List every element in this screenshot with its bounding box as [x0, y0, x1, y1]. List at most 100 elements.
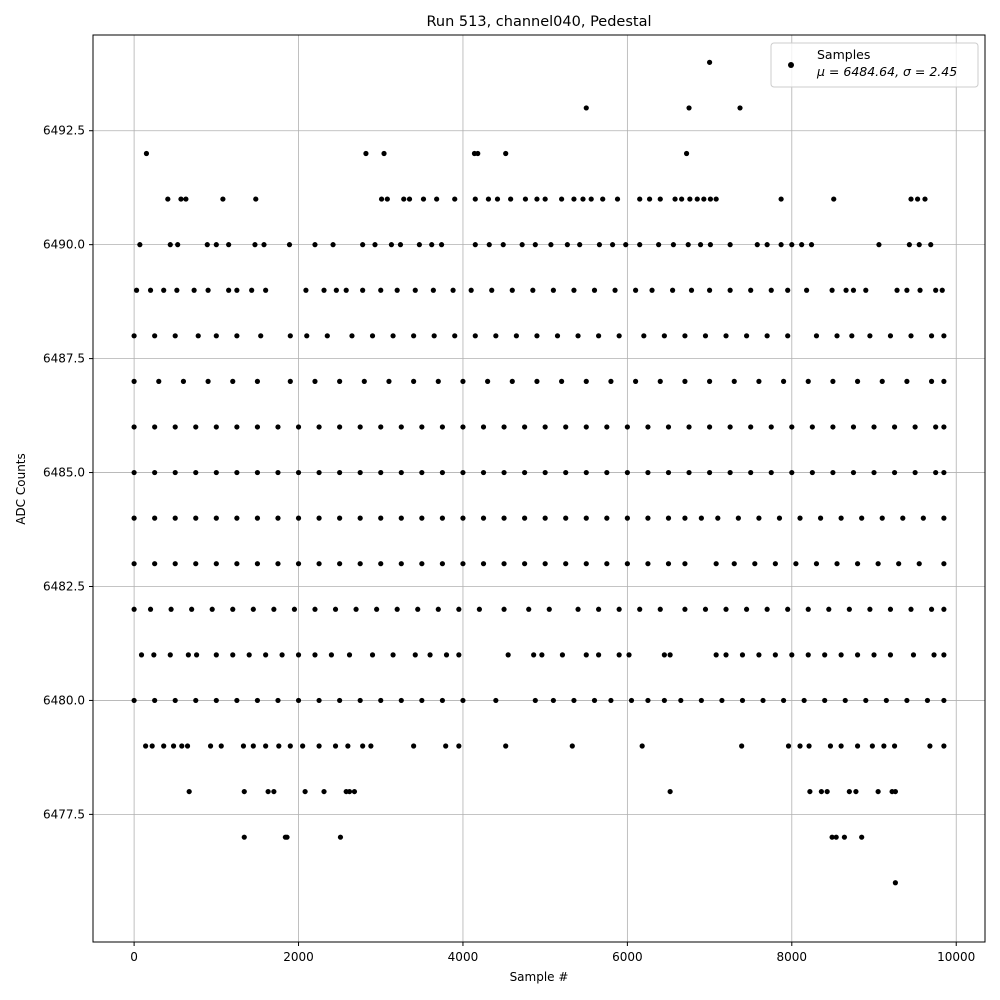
data-point [213, 242, 219, 248]
data-point [357, 469, 363, 476]
data-point [480, 515, 487, 521]
data-point [727, 242, 733, 248]
data-point [138, 652, 145, 658]
data-point [509, 287, 515, 293]
x-tick-label: 0 [130, 950, 138, 964]
data-point [460, 561, 466, 567]
data-point [542, 469, 548, 476]
data-point [813, 333, 820, 339]
data-point [427, 652, 433, 658]
data-point [184, 743, 191, 749]
data-point [152, 515, 158, 521]
data-point [522, 469, 528, 476]
data-point [271, 788, 277, 795]
data-point [419, 424, 425, 430]
data-point [665, 469, 672, 476]
data-point [508, 196, 514, 202]
data-point [394, 287, 400, 293]
data-point [706, 59, 713, 65]
data-point [275, 469, 281, 476]
data-point [398, 697, 404, 704]
data-point [941, 652, 947, 658]
data-point [727, 287, 733, 293]
data-point [430, 287, 436, 293]
data-point [727, 424, 733, 430]
data-point [419, 515, 425, 521]
data-point [583, 378, 589, 384]
data-point [838, 515, 844, 521]
data-point [152, 424, 158, 430]
data-point [131, 561, 137, 567]
data-point [161, 287, 167, 293]
data-point [797, 515, 803, 521]
data-point [398, 469, 404, 476]
data-point [443, 743, 449, 749]
data-point [316, 743, 322, 749]
data-point [416, 242, 422, 248]
data-point [900, 515, 906, 521]
data-point [846, 788, 852, 795]
data-point [360, 242, 366, 248]
data-point [550, 697, 556, 704]
data-point [941, 606, 947, 612]
data-point [300, 743, 306, 749]
data-point [420, 196, 427, 202]
data-point [381, 150, 387, 157]
data-point [739, 743, 745, 749]
data-point [253, 196, 259, 202]
data-point [604, 469, 610, 476]
data-point [896, 561, 902, 567]
data-point [604, 561, 610, 567]
data-point [908, 333, 914, 339]
data-point [419, 697, 425, 704]
data-point [830, 424, 836, 430]
data-point [183, 196, 189, 202]
data-point [287, 333, 293, 339]
data-point [661, 652, 667, 658]
data-point [875, 788, 881, 795]
data-point [908, 196, 914, 202]
data-point [748, 469, 754, 476]
data-point [374, 606, 380, 612]
data-point [817, 515, 824, 521]
data-point [887, 606, 894, 612]
data-point [723, 606, 729, 612]
data-point [172, 333, 178, 339]
data-point [933, 424, 939, 430]
data-point [548, 242, 554, 248]
legend-stats: μ = 6484.64, σ = 2.45 [816, 64, 957, 79]
data-point [731, 561, 737, 567]
data-point [922, 196, 928, 202]
data-point [804, 287, 810, 293]
data-point [580, 196, 586, 202]
data-point [743, 333, 750, 339]
data-point [596, 652, 602, 658]
data-point [398, 515, 404, 521]
data-point [563, 561, 569, 567]
data-point [854, 561, 861, 567]
data-point [189, 606, 195, 612]
data-point [645, 697, 651, 704]
data-point [131, 378, 137, 384]
data-point [486, 242, 492, 248]
data-point [378, 561, 384, 567]
data-point [263, 652, 269, 658]
data-point [271, 606, 277, 612]
data-point [760, 697, 766, 704]
data-point [220, 196, 226, 202]
data-point [501, 561, 507, 567]
data-point [785, 333, 791, 339]
data-point [542, 561, 548, 567]
data-point [698, 515, 704, 521]
data-point [456, 652, 462, 658]
data-point [853, 788, 859, 795]
data-point [193, 697, 199, 704]
data-point [493, 333, 499, 339]
data-point [834, 561, 840, 567]
data-point [571, 196, 577, 202]
data-point [906, 242, 912, 248]
data-point [378, 469, 384, 476]
data-point [563, 515, 569, 521]
data-point [534, 378, 540, 384]
data-point [941, 515, 947, 521]
